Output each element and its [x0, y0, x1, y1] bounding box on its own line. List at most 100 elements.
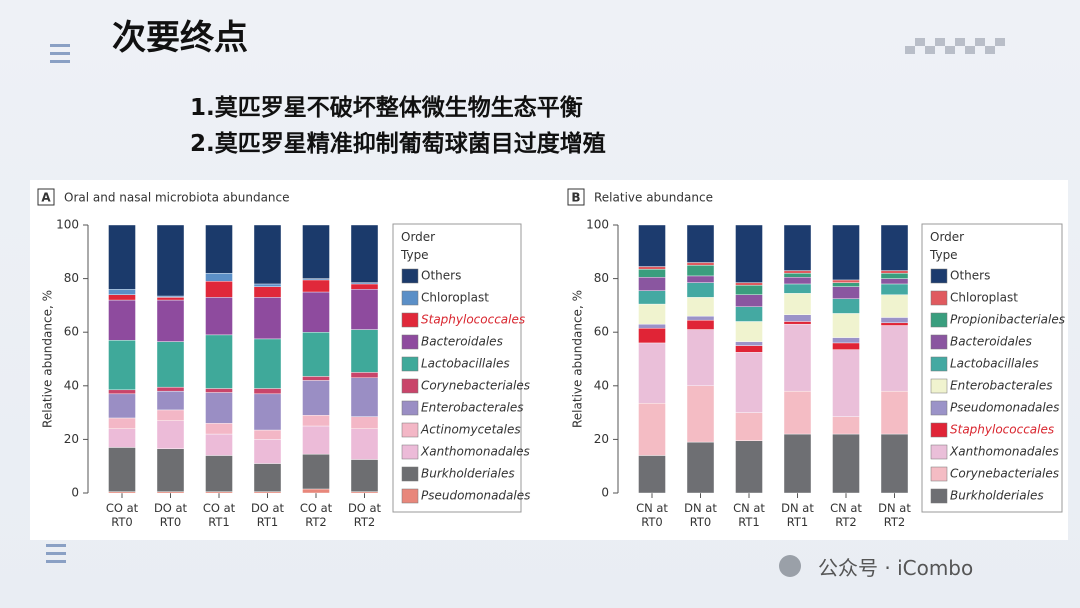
legend-label: Pseudomonadales	[950, 401, 1059, 415]
legend-swatch	[930, 268, 948, 284]
y-tick-label: 20	[594, 432, 609, 446]
bar-segment	[735, 352, 763, 413]
y-tick-label: 40	[64, 378, 79, 392]
legend-swatch	[930, 334, 948, 350]
bar-segment	[686, 297, 715, 317]
slide-title: 次要终点	[112, 18, 248, 58]
bar-segment	[302, 425, 330, 455]
bar-segment	[253, 224, 282, 285]
bar-segment	[686, 329, 715, 386]
legend-label: Others	[421, 269, 461, 283]
legend-swatch	[930, 378, 948, 394]
bar-segment	[205, 388, 233, 393]
legend-label: Others	[950, 269, 990, 283]
legend-label: Bacteroidales	[421, 335, 503, 349]
legend-swatch	[930, 466, 948, 482]
panel-label: A	[41, 191, 51, 205]
panel-label-box	[567, 188, 585, 206]
bar-segment	[686, 265, 715, 277]
chart-title: Oral and nasal microbiota abundance	[64, 191, 290, 205]
bar-segment	[735, 294, 763, 307]
legend-swatch	[930, 400, 948, 416]
legend-swatch	[401, 488, 419, 504]
bar-segment	[253, 283, 282, 287]
bar-segment	[108, 294, 136, 301]
bar-segment	[686, 441, 715, 494]
bar-segment	[253, 286, 282, 298]
bar-segment	[302, 376, 330, 381]
bar-segment	[350, 377, 379, 417]
bar-segment	[156, 386, 185, 392]
y-tick-label: 0	[601, 486, 609, 500]
x-tick-label: CO at RT2	[299, 501, 333, 529]
menu-icon	[46, 44, 70, 563]
bar-segment	[156, 409, 185, 421]
bar-segment	[205, 392, 233, 424]
bar-segment	[253, 429, 282, 440]
bar-segment	[253, 297, 282, 340]
panel-label: B	[571, 191, 580, 205]
bar-segment	[880, 390, 909, 435]
bar-segment	[832, 337, 860, 344]
bar-segment	[638, 455, 666, 494]
bar-segment	[880, 270, 909, 274]
bar-segment	[735, 321, 763, 342]
bar-segment	[735, 345, 763, 353]
bar-segment	[783, 321, 812, 325]
bar-segment	[880, 283, 909, 295]
bar-segment	[880, 294, 909, 318]
legend-label: Actinomycetales	[420, 423, 521, 437]
bar-segment	[108, 417, 136, 429]
bar-segment	[205, 224, 233, 274]
legend-swatch	[401, 290, 419, 306]
panel-label-box	[37, 188, 55, 206]
bar-segment	[880, 433, 909, 494]
legend-swatch	[401, 334, 419, 350]
x-tick-label: DN at RT1	[781, 501, 814, 529]
bar-segment	[735, 412, 763, 441]
bar-segment	[108, 299, 136, 341]
x-tick-label: CO at RT0	[105, 501, 139, 529]
bar-segment	[108, 389, 136, 395]
legend-swatch	[401, 422, 419, 438]
bar-segment	[350, 372, 379, 378]
y-tick-label: 100	[56, 218, 79, 232]
bar-segment	[253, 338, 282, 389]
legend-swatch	[930, 290, 948, 306]
y-axis-label: Relative abundance, %	[571, 290, 585, 428]
legend-label: Enterobacterales	[950, 379, 1052, 393]
bar-segment	[156, 448, 185, 492]
bar-segment	[832, 224, 860, 281]
figure-panel	[30, 180, 1068, 540]
bar-segment	[832, 282, 860, 287]
bar-segment	[253, 491, 282, 494]
bar-segment	[302, 224, 330, 279]
x-tick-label: CN at RT2	[830, 501, 862, 529]
bar-segment	[783, 270, 812, 274]
bar-segment	[253, 439, 282, 464]
bar-segment	[205, 334, 233, 389]
legend-label: Burkholderiales	[421, 467, 515, 481]
y-tick-label: 60	[594, 325, 609, 339]
legend-label: Corynebacteriales	[950, 467, 1059, 481]
bar-segment	[302, 488, 330, 494]
legend-swatch	[401, 268, 419, 284]
watermark: 公众号 · iCombo	[818, 556, 974, 580]
point: 1.莫匹罗星不破坏整体微生物生态平衡	[190, 95, 583, 121]
bar-segment	[638, 342, 666, 404]
legend-label: Lactobacillales	[950, 357, 1039, 371]
x-tick-label: DN at RT0	[684, 501, 717, 529]
bar-segment	[302, 291, 330, 333]
legend-label: Bacteroidales	[950, 335, 1032, 349]
bar-segment	[735, 282, 763, 286]
legend-swatch	[930, 312, 948, 328]
bar-segment	[783, 433, 812, 494]
bar-segment	[350, 224, 379, 283]
y-tick-label: 60	[64, 325, 79, 339]
bar-segment	[686, 275, 715, 283]
legend-swatch	[401, 312, 419, 328]
x-tick-label: DO at RT0	[153, 501, 188, 529]
legend-label: Chloroplast	[421, 291, 489, 305]
bar-segment	[783, 283, 812, 294]
